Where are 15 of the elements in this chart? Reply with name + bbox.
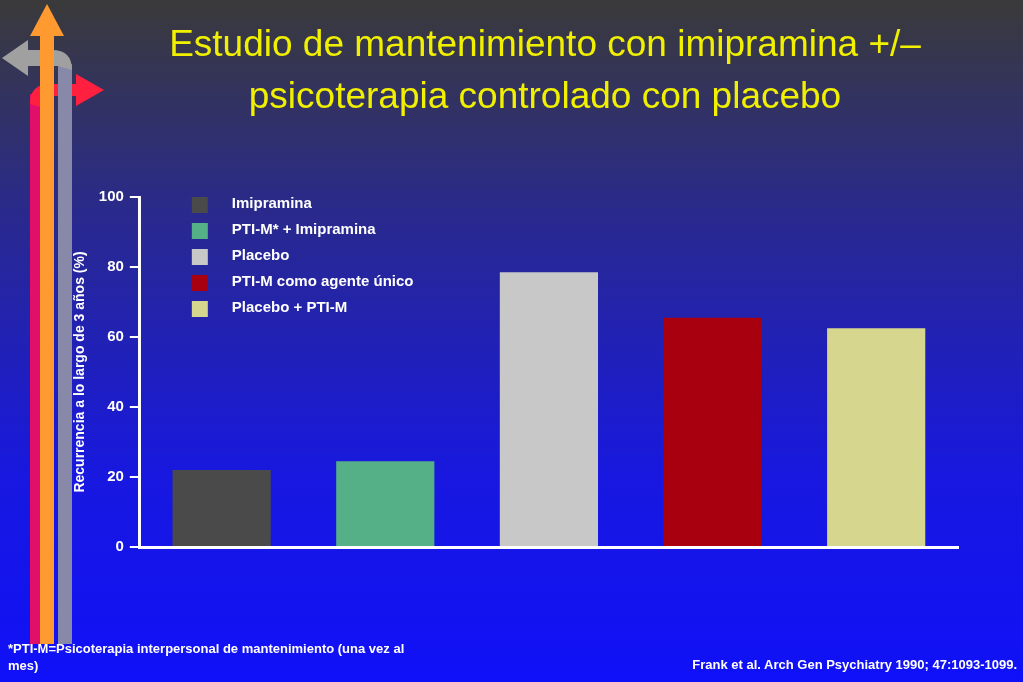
legend-label: Placebo bbox=[231, 246, 290, 264]
y-tick-label: 0 bbox=[115, 537, 124, 555]
y-tick-label: 40 bbox=[107, 397, 124, 415]
text: *PTI-M=Psicoterapia interpersonal de mantenimiento (una vez al mes) bbox=[8, 640, 406, 674]
legend-label: PTI-M como agente único bbox=[231, 272, 414, 290]
legend-label: Imipramina bbox=[231, 194, 313, 212]
y-axis-title: Recurrencia a lo largo de 3 años (%) bbox=[71, 251, 88, 493]
y-tick-label: 20 bbox=[107, 467, 124, 485]
y-tick-label: 60 bbox=[107, 327, 124, 345]
legend-label: PTI-M* + Imipramina bbox=[231, 220, 377, 238]
chart-title: Estudio de mantenimiento con imipramina +/– psicoterapia controlado con placebo bbox=[168, 22, 922, 118]
text: Frank et al. Arch Gen Psychiatry 1990; 47:1093-1099. bbox=[692, 657, 1017, 672]
y-tick-label: 100 bbox=[98, 187, 124, 205]
y-tick-label: 80 bbox=[107, 257, 124, 275]
legend-label: Placebo + PTI-M bbox=[231, 298, 348, 316]
